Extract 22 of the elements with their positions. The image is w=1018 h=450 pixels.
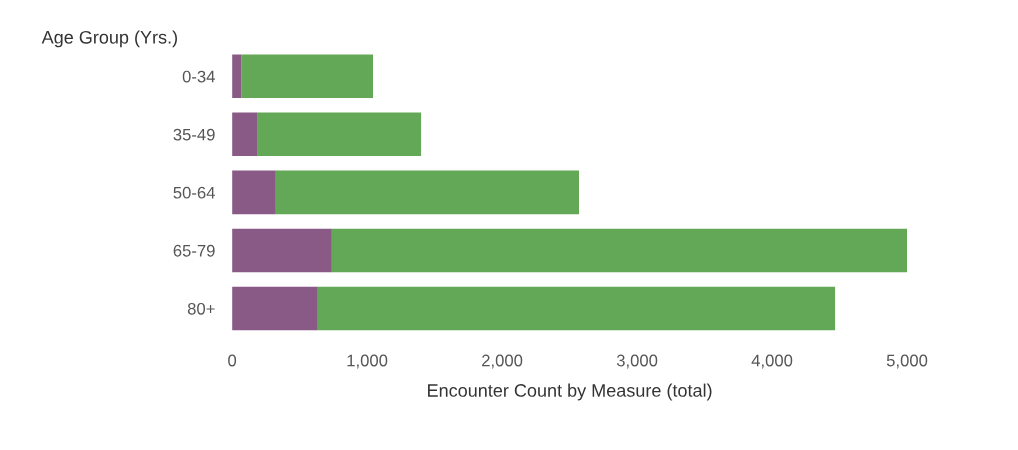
y-tick-label: 65-79 (173, 244, 215, 257)
x-tick-label: 0 (228, 354, 237, 367)
x-tick-label: 1,000 (347, 354, 388, 369)
y-tick-label: 80+ (187, 302, 215, 315)
x-axis-title: Encounter Count by Measure (total) (428, 383, 712, 401)
bar (232, 170, 276, 215)
bar (257, 112, 422, 157)
x-tick-label: 2,000 (482, 354, 523, 369)
x-tick-label: 3,000 (616, 354, 658, 369)
bar (241, 54, 374, 99)
y-tick-label: 35-49 (173, 128, 215, 141)
y-tick-label: 0-34 (182, 70, 215, 83)
y-axis-title: Age Group (Yrs.) (41, 30, 177, 48)
y-tick-label: 50-64 (173, 186, 215, 199)
bar (275, 170, 580, 215)
bar (232, 286, 318, 331)
x-tick-label: 4,000 (751, 354, 793, 369)
bar (331, 228, 908, 273)
bar (232, 112, 258, 157)
bar (317, 286, 836, 331)
x-tick-label: 5,000 (886, 354, 928, 369)
bar (232, 228, 332, 273)
